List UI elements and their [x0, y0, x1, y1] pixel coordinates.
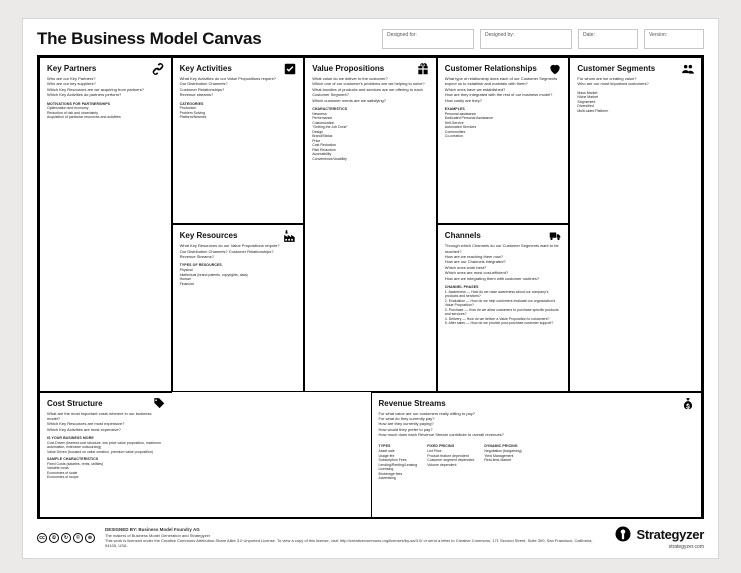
- prompts: What Key Resources do our Value Proposit…: [180, 243, 297, 259]
- heading: Key Activities: [180, 64, 297, 73]
- page-title: The Business Model Canvas: [37, 29, 374, 49]
- strategyzer-logo-icon: [614, 525, 632, 543]
- prompts: For what value are our customers really …: [379, 411, 695, 438]
- block-customer-segments: Customer Segments For whom are we creati…: [569, 57, 702, 392]
- sub1: TYPESAsset saleUsage feeSubscription Fee…: [379, 444, 418, 480]
- heading: Value Propositions: [312, 64, 429, 73]
- footer: cc ① ↻ © ⊜ DESIGNED BY: Business Model F…: [37, 525, 704, 550]
- prompts: What type of relationship does each of o…: [445, 76, 562, 103]
- credits: DESIGNED BY: Business Model Foundry AG T…: [105, 527, 604, 548]
- sub: CHANNEL PHASES1. Awareness — How do we r…: [445, 285, 562, 326]
- sub: TYPES OF RESOURCESPhysicalIntellectual (…: [180, 263, 297, 286]
- credit-fine: This work is licensed under the Creative…: [105, 538, 593, 548]
- block-cost-structure: Cost Structure What are the most importa…: [39, 392, 172, 517]
- meta-designed-for[interactable]: Designed for:: [382, 29, 474, 49]
- c-icon: ©: [73, 533, 83, 543]
- sub1: IS YOUR BUSINESS MORECost Driven (leanes…: [47, 436, 165, 454]
- meta-fields: Designed for: Designed by: Date: Version…: [382, 29, 704, 49]
- block-value-propositions: Value Propositions What value do we deli…: [304, 57, 437, 392]
- header: The Business Model Canvas Designed for: …: [37, 29, 704, 49]
- prompts: For whom are we creating value?Who are o…: [577, 76, 694, 87]
- sub: EXAMPLESPersonal assistanceDedicated Per…: [445, 107, 562, 139]
- canvas-sheet: The Business Model Canvas Designed for: …: [22, 18, 719, 559]
- block-revenue-streams: Revenue Streams For what value are our c…: [371, 392, 703, 517]
- prompts: What Key Activities do our Value Proposi…: [180, 76, 297, 98]
- block-customer-relationships: Customer Relationships What type of rela…: [437, 57, 570, 224]
- nd-icon: ⊜: [85, 533, 95, 543]
- credit-bold: DESIGNED BY: Business Model Foundry AG: [105, 527, 200, 532]
- prompts: What are the most important costs inhere…: [47, 411, 165, 433]
- truck-icon: [548, 229, 562, 243]
- meta-date[interactable]: Date:: [578, 29, 638, 49]
- sa-icon: ↻: [61, 533, 71, 543]
- bmc-grid: Key Partners Who are our Key Partners?Wh…: [37, 55, 704, 519]
- sub2: FIXED PRICINGList PriceProduct feature d…: [427, 444, 474, 480]
- heart-icon: [548, 62, 562, 76]
- sub: MOTIVATIONS FOR PARTNERSHIPSOptimization…: [47, 102, 164, 120]
- sub: Mass MarketNiche MarketSegmentedDiversif…: [577, 91, 694, 114]
- heading: Key Partners: [47, 64, 164, 73]
- sub3: DYNAMIC PRICINGNegotiation (bargaining)Y…: [484, 444, 521, 480]
- factory-icon: [283, 229, 297, 243]
- cc-icon: cc: [37, 533, 47, 543]
- heading: Channels: [445, 231, 562, 240]
- brand-word: Strategyzer: [636, 527, 704, 542]
- people-icon: [681, 62, 695, 76]
- tag-icon: [152, 397, 166, 411]
- prompts: What value do we deliver to the customer…: [312, 76, 429, 103]
- brand-url: strategyzer.com: [614, 544, 704, 550]
- meta-designed-by[interactable]: Designed by:: [480, 29, 572, 49]
- heading: Key Resources: [180, 231, 297, 240]
- sub: CHARACTERISTICSNewnessPerformanceCustomi…: [312, 107, 429, 162]
- sub2: SAMPLE CHARACTERISTICSFixed Costs (salar…: [47, 457, 165, 480]
- cc-badges: cc ① ↻ © ⊜: [37, 533, 95, 543]
- heading: Customer Segments: [577, 64, 694, 73]
- meta-version[interactable]: Version:: [644, 29, 704, 49]
- checkbox-icon: [283, 62, 297, 76]
- prompts: Who are our Key Partners?Who are our key…: [47, 76, 164, 98]
- heading: Customer Relationships: [445, 64, 562, 73]
- link-icon: [151, 62, 165, 76]
- brand: Strategyzer strategyzer.com: [614, 525, 704, 550]
- block-key-resources: Key Resources What Key Resources do our …: [172, 224, 305, 391]
- gift-icon: [416, 62, 430, 76]
- block-key-partners: Key Partners Who are our Key Partners?Wh…: [39, 57, 172, 392]
- block-key-activities: Key Activities What Key Activities do ou…: [172, 57, 305, 224]
- sub: CATEGORIESProductionProblem SolvingPlatf…: [180, 102, 297, 120]
- heading: Revenue Streams: [379, 399, 695, 408]
- heading: Cost Structure: [47, 399, 165, 408]
- by-icon: ①: [49, 533, 59, 543]
- moneybag-icon: [681, 397, 695, 411]
- block-channels: Channels Through which Channels do our C…: [437, 224, 570, 391]
- prompts: Through which Channels do our Customer S…: [445, 243, 562, 281]
